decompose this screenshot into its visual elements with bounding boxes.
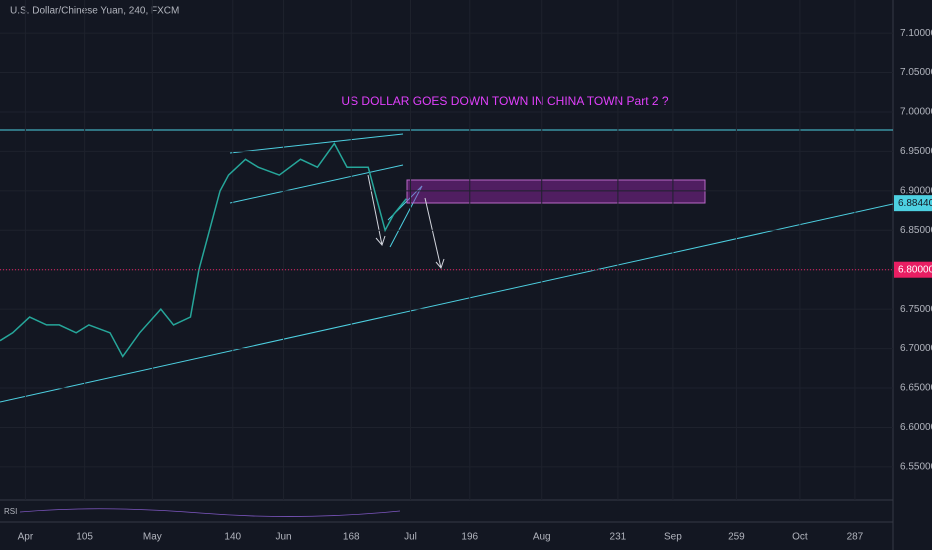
- x-tick-label: 168: [343, 532, 360, 543]
- price-line: [0, 142, 407, 358]
- channel-bottom: [229, 164, 404, 204]
- y-tick-label: 6.60000: [900, 422, 932, 433]
- chart-title: U.S. Dollar/Chinese Yuan, 240, FXCM: [10, 6, 179, 17]
- trend-line: [0, 203, 894, 403]
- x-tick-label: Oct: [792, 532, 808, 543]
- rsi-line: [19, 508, 401, 517]
- wedge-bottom: [389, 185, 423, 248]
- supply-zone: [406, 179, 706, 204]
- y-tick-label: 7.00000: [900, 107, 932, 118]
- current-price-tag: [894, 195, 932, 212]
- x-tick-label: Jul: [404, 532, 417, 543]
- y-tick-label: 6.65000: [900, 383, 932, 394]
- x-tick-label: Sep: [664, 532, 682, 543]
- y-tick-label: 7.05000: [900, 67, 932, 78]
- x-tick-label: 231: [610, 532, 627, 543]
- x-tick-label: Apr: [18, 532, 34, 543]
- y-tick-label: 6.95000: [900, 146, 932, 157]
- annotation: US DOLLAR GOES DOWN TOWN IN CHINA TOWN P…: [341, 94, 668, 108]
- x-tick-label: 196: [461, 532, 478, 543]
- y-tick-label: 6.55000: [900, 462, 932, 473]
- level-label: 6.80000: [898, 264, 932, 275]
- y-tick-label: 7.10000: [900, 28, 932, 39]
- x-tick-label: 287: [847, 532, 864, 543]
- x-tick-label: 140: [224, 532, 241, 543]
- x-tick-label: 105: [76, 532, 93, 543]
- y-tick-label: 6.70000: [900, 343, 932, 354]
- channel-top: [229, 133, 404, 154]
- x-tick-label: May: [143, 532, 162, 543]
- arrows: [367, 174, 445, 270]
- level-tag: [894, 261, 932, 278]
- indicator-label: RSI: [4, 507, 17, 516]
- y-tick-label: 6.75000: [900, 304, 932, 315]
- current-price-label: 6.88440: [898, 198, 932, 209]
- x-tick-label: Aug: [533, 532, 551, 543]
- y-tick-label: 6.85000: [900, 225, 932, 236]
- y-tick-label: 6.90000: [900, 185, 932, 196]
- x-tick-label: 259: [728, 532, 745, 543]
- x-tick-label: Jun: [275, 532, 291, 543]
